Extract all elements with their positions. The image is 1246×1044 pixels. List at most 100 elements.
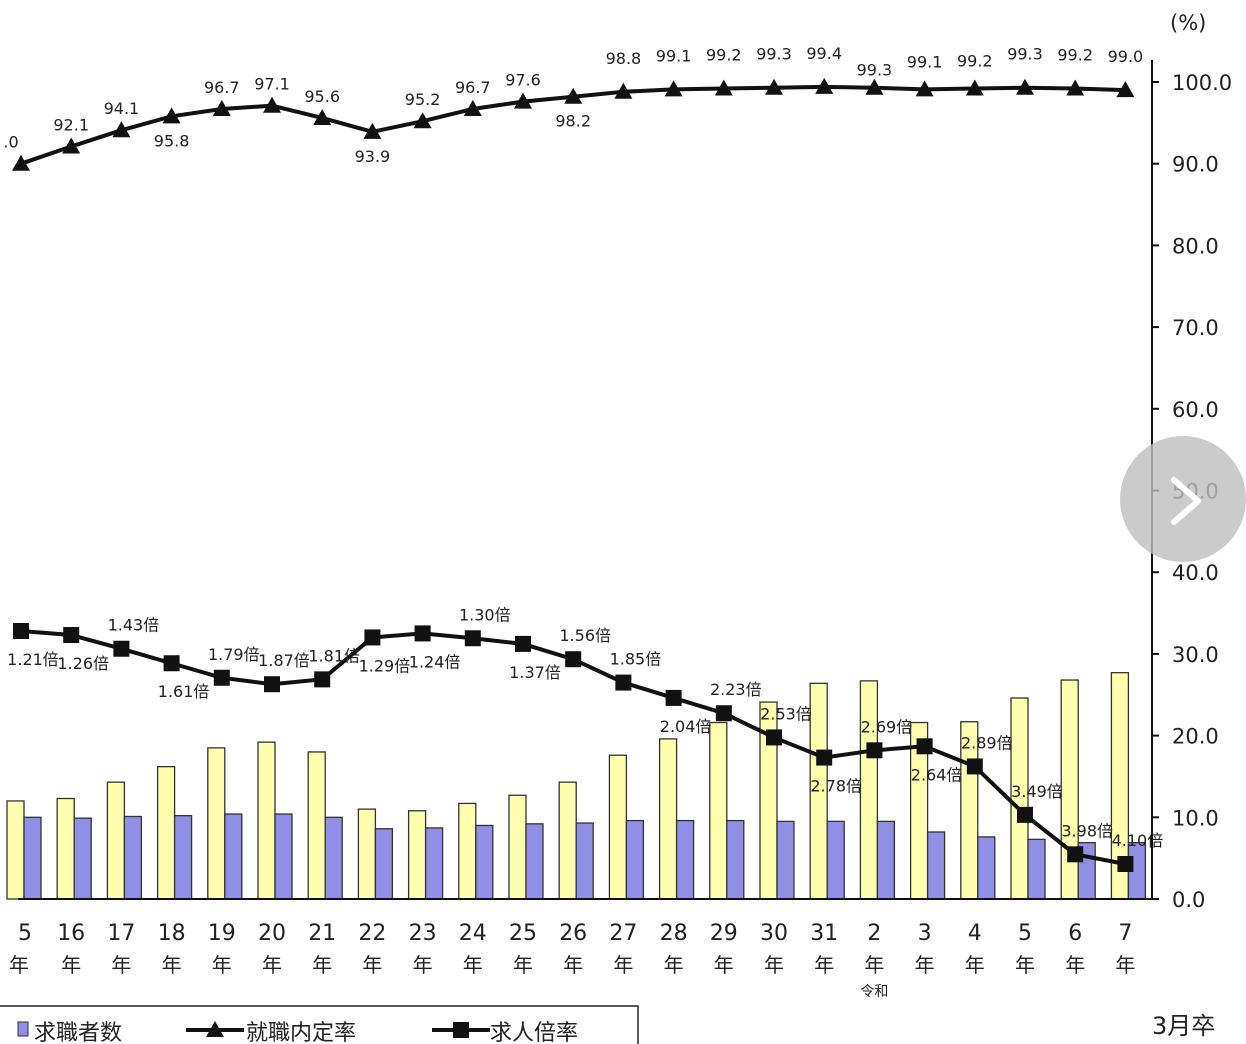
data-label-job-ratio: 2.64倍 (911, 765, 963, 784)
x-tick-label: 20 (258, 921, 286, 946)
data-label-job-ratio: 1.26倍 (57, 654, 109, 673)
y-tick-label: 90.0 (1172, 153, 1219, 177)
marker-job-ratio (1117, 856, 1134, 872)
marker-employment-rate (664, 80, 683, 97)
x-tick-label-nen: 年 (162, 953, 182, 977)
x-tick-label: 19 (208, 921, 236, 946)
x-tick-label: 30 (760, 921, 788, 946)
x-tick-label: 29 (710, 921, 738, 946)
bar-job-seekers (926, 831, 946, 900)
bar-job-seekers (424, 827, 444, 900)
marker-job-ratio (113, 640, 130, 657)
data-label-employment-rate: 96.7 (204, 78, 240, 97)
marker-employment-rate (12, 154, 30, 171)
x-tick-label: 16 (57, 921, 85, 946)
marker-job-ratio (314, 671, 331, 688)
data-label-employment-rate: 98.2 (555, 112, 591, 131)
bar-job-seekers (675, 819, 695, 900)
marker-employment-rate (263, 96, 281, 113)
marker-employment-rate (1066, 79, 1085, 96)
x-tick-label: 4 (968, 921, 982, 946)
bar-job-seekers (726, 819, 745, 900)
x-tick-label-nen: 年 (262, 953, 282, 977)
marker-employment-rate (62, 137, 81, 154)
x-tick-label: 5 (18, 921, 32, 946)
legend-marker-square (453, 1022, 469, 1038)
data-label-job-ratio: 1.85倍 (610, 650, 662, 669)
data-label-job-ratio: 1.29倍 (359, 656, 411, 675)
data-label-job-ratio: 1.61倍 (158, 682, 210, 701)
bar-job-openings (558, 781, 577, 900)
data-label-employment-rate: 96.7 (455, 78, 491, 97)
x-tick-label: 22 (358, 921, 386, 946)
x-tick-label-nen: 年 (1015, 953, 1035, 977)
data-label-employment-rate: 92.1 (53, 116, 89, 135)
marker-employment-rate (714, 79, 733, 96)
chevron-right-icon (1171, 477, 1201, 525)
bar-job-seekers (274, 813, 293, 900)
marker-job-ratio (966, 758, 983, 775)
data-label-employment-rate: 98.8 (606, 49, 642, 68)
data-label-job-ratio: 2.89倍 (961, 733, 1013, 752)
x-tick-label: 6 (1068, 921, 1082, 946)
y-tick-label: 20.0 (1172, 725, 1219, 749)
x-tick-label-nen: 年 (111, 953, 131, 977)
marker-job-ratio (264, 676, 280, 693)
data-label-job-ratio: 1.21倍 (7, 650, 59, 669)
data-label-job-ratio: 3.98倍 (1061, 821, 1113, 840)
data-label-job-ratio: 1.87倍 (258, 651, 310, 670)
x-tick-label: 2 (867, 921, 881, 946)
marker-job-ratio (1017, 806, 1033, 823)
legend-swatch-job-seekers (17, 1021, 29, 1037)
y-axis-unit: (%) (1170, 11, 1206, 35)
bar-job-seekers (123, 815, 143, 900)
bar-job-openings (257, 741, 276, 900)
x-tick-label-nen: 年 (864, 953, 884, 977)
x-tick-label-nen: 年 (714, 953, 734, 977)
bar-job-openings (357, 808, 377, 900)
x-tick-label-nen: 年 (1065, 953, 1085, 977)
data-label-employment-rate: 95.6 (304, 87, 340, 106)
data-label-job-ratio: 2.23倍 (710, 680, 762, 699)
data-label-employment-rate: 97.1 (254, 75, 290, 94)
data-label-employment-rate: 99.2 (957, 52, 993, 71)
bar-job-seekers (374, 828, 394, 900)
data-label-employment-rate: 99.2 (1057, 46, 1093, 65)
marker-employment-rate (363, 122, 382, 139)
data-label-employment-rate: 99.3 (1007, 45, 1043, 64)
data-label-job-ratio: 4.10倍 (1112, 831, 1164, 850)
marker-job-ratio (13, 623, 29, 639)
data-label-job-ratio: 1.43倍 (108, 616, 160, 635)
bar-job-openings (307, 751, 326, 900)
data-label-employment-rate: 95.2 (405, 90, 441, 109)
bar-job-openings (709, 721, 728, 900)
legend-label-job-ratio: 求人倍率 (490, 1021, 578, 1044)
x-tick-label-nen: 年 (1115, 953, 1135, 977)
x-tick-label-nen: 年 (513, 953, 533, 977)
bar-job-openings (407, 810, 427, 900)
data-label-employment-rate: 99.3 (857, 61, 893, 80)
marker-job-ratio (213, 669, 230, 686)
era-label: 令和 (860, 984, 888, 1000)
bar-job-openings (508, 794, 527, 900)
bar-job-seekers (525, 823, 544, 900)
marker-employment-rate (614, 82, 633, 99)
x-tick-label-nen: 年 (61, 953, 81, 977)
marker-employment-rate (413, 112, 432, 129)
bar-job-seekers (575, 822, 594, 900)
marker-employment-rate (1116, 81, 1135, 98)
marker-employment-rate (564, 87, 583, 104)
marker-job-ratio (816, 749, 833, 766)
right-axis: 0.010.020.030.040.050.060.070.080.090.01… (18, 11, 1232, 912)
x-tick-label-nen: 年 (965, 953, 985, 977)
bar-job-seekers (977, 836, 996, 900)
marker-employment-rate (212, 99, 231, 116)
x-tick-label-nen: 年 (463, 953, 483, 977)
x-tick-label-nen: 年 (362, 953, 382, 977)
next-slide-button[interactable] (1120, 436, 1246, 562)
data-label-job-ratio: 2.04倍 (660, 717, 712, 736)
bar-job-openings (458, 802, 477, 900)
marker-employment-rate (865, 78, 884, 95)
bar-layer (6, 672, 1147, 900)
data-label-job-ratio: 1.30倍 (459, 605, 511, 624)
